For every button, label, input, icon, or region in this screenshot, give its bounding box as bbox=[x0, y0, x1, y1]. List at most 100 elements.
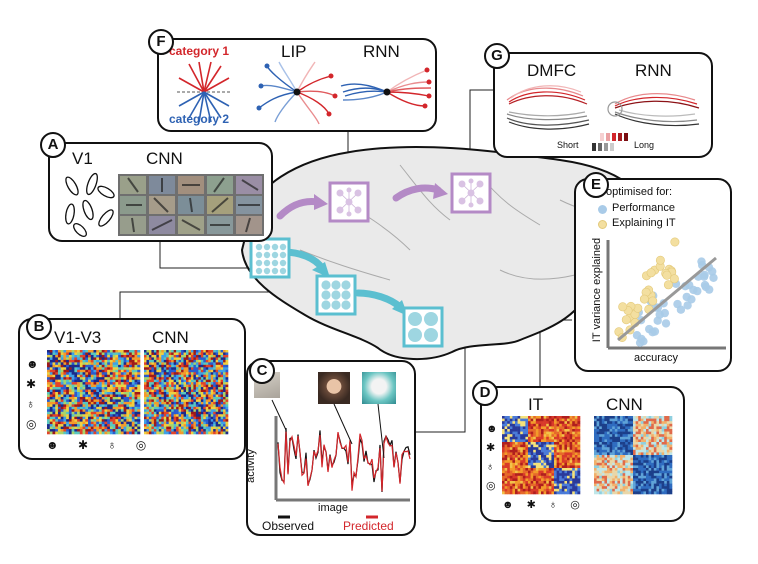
panel-D: IT CNN ☻ ✱ ♁ ◎ ☻ ✱ ♁ ◎ bbox=[480, 386, 685, 522]
face-icon: ☻ bbox=[46, 438, 59, 452]
teal-node-grid-2 bbox=[315, 274, 357, 316]
shoes-icon: ♁ bbox=[107, 438, 117, 452]
legend-explaining: Explaining IT bbox=[612, 217, 676, 229]
panel-B: V1-V3 CNN ☻ ✱ ♁ ◎ ☻ ✱ ♁ ◎ bbox=[18, 318, 246, 460]
teal-node-grid-3 bbox=[402, 306, 444, 348]
badge-G: G bbox=[484, 43, 510, 69]
stimulus-image-face bbox=[318, 372, 350, 404]
lip-trajectories bbox=[256, 61, 338, 125]
stimulus-image-dog bbox=[362, 372, 396, 404]
performance-point bbox=[709, 273, 718, 282]
explaining-it-point bbox=[648, 296, 658, 306]
rnn-trajectories bbox=[340, 67, 432, 109]
long-label: Long bbox=[634, 140, 655, 150]
connector-B bbox=[119, 291, 330, 322]
performance-point bbox=[637, 334, 646, 344]
connector-A bbox=[159, 240, 250, 269]
performance-point bbox=[650, 327, 660, 336]
cnn-title-b: CNN bbox=[152, 328, 189, 347]
teal-node-grid-1 bbox=[249, 237, 291, 279]
cnn-title-a: CNN bbox=[146, 149, 183, 168]
v1-title: V1 bbox=[72, 149, 93, 168]
panel-C: activity image Observed Predicted bbox=[245, 360, 416, 536]
shoes-icon: ♁ bbox=[548, 499, 558, 511]
legend-performance: Performance bbox=[612, 202, 675, 214]
explaining-it-point bbox=[639, 294, 649, 304]
rdm-v1-v3 bbox=[47, 350, 141, 435]
plant-icon: ✱ bbox=[526, 499, 536, 511]
legend-dot-explaining bbox=[598, 220, 607, 229]
performance-point bbox=[689, 285, 698, 295]
badge-F: F bbox=[148, 29, 174, 55]
image-label: image bbox=[318, 502, 348, 514]
explaining-it-point bbox=[655, 255, 665, 265]
shoes-icon: ♁ bbox=[26, 397, 35, 411]
it-title: IT bbox=[528, 395, 544, 414]
badge-E: E bbox=[583, 172, 609, 198]
rnn-title: RNN bbox=[363, 42, 400, 61]
badge-A: A bbox=[40, 132, 66, 158]
dmfc-title: DMFC bbox=[527, 61, 577, 80]
panel-F: category 1 category 2 LIP RNN bbox=[157, 38, 437, 132]
face-icon: ☻ bbox=[486, 423, 498, 435]
rdm-cnn-b bbox=[144, 350, 229, 435]
rdm-cnn-d bbox=[594, 416, 673, 495]
face-icon: ☻ bbox=[26, 357, 39, 371]
panel-G: DMFC RNN Short Long bbox=[493, 52, 713, 158]
legend-dot-performance bbox=[598, 205, 607, 214]
short-label: Short bbox=[557, 140, 579, 150]
panel-E: optimised for: Performance Explaining IT… bbox=[574, 178, 732, 372]
icon-column-b: ☻ ✱ ♁ ◎ bbox=[26, 354, 39, 434]
legend-predicted: Predicted bbox=[343, 519, 394, 533]
plant-icon: ✱ bbox=[77, 438, 89, 452]
performance-point bbox=[700, 270, 709, 280]
interval-color-key bbox=[592, 133, 630, 153]
performance-point bbox=[683, 301, 692, 310]
lip-title: LIP bbox=[281, 42, 307, 61]
ball-icon: ◎ bbox=[486, 480, 496, 492]
explaining-it-point bbox=[662, 270, 672, 280]
x-axis-label: accuracy bbox=[634, 352, 679, 364]
legend-title: optimised for: bbox=[606, 186, 673, 198]
performance-point bbox=[701, 282, 710, 292]
purple-recurrent-node-2 bbox=[450, 172, 492, 214]
rnn-title-g: RNN bbox=[635, 61, 672, 80]
rnn-trajectories-g bbox=[607, 93, 700, 127]
panel-A: V1 CNN bbox=[48, 142, 273, 242]
activity-trace bbox=[271, 399, 411, 519]
shoes-icon: ♁ bbox=[486, 461, 495, 473]
ball-icon: ◎ bbox=[26, 417, 37, 431]
plant-icon: ✱ bbox=[486, 442, 496, 454]
performance-point bbox=[661, 319, 671, 328]
explaining-it-point bbox=[663, 280, 673, 290]
dmfc-trajectories bbox=[506, 85, 590, 130]
rdm-it bbox=[502, 416, 581, 495]
legend-observed: Observed bbox=[262, 519, 315, 533]
performance-point bbox=[676, 305, 686, 314]
ball-icon: ◎ bbox=[135, 438, 147, 452]
category-1-label: category 1 bbox=[169, 44, 230, 58]
explaining-it-point bbox=[669, 274, 679, 284]
gabor-receptive-fields bbox=[65, 172, 115, 237]
face-icon: ☻ bbox=[502, 499, 514, 511]
explaining-it-point bbox=[646, 268, 656, 278]
badge-B: B bbox=[26, 314, 52, 340]
cnn-title-d: CNN bbox=[606, 395, 643, 414]
icon-row-d: ☻ ✱ ♁ ◎ bbox=[502, 498, 580, 511]
icon-column-d: ☻ ✱ ♁ ◎ bbox=[486, 420, 498, 496]
purple-recurrent-node-1 bbox=[328, 181, 370, 223]
connector-C bbox=[415, 340, 466, 433]
scatter-plot bbox=[606, 237, 726, 350]
explaining-it-point bbox=[618, 302, 628, 312]
icon-row-b: ☻ ✱ ♁ ◎ bbox=[46, 438, 146, 452]
ball-icon: ◎ bbox=[570, 499, 580, 511]
explaining-it-point bbox=[670, 237, 680, 247]
badge-C: C bbox=[249, 358, 275, 384]
v1-v3-title: V1-V3 bbox=[54, 328, 102, 347]
cnn-filter-grid bbox=[118, 174, 264, 236]
plant-icon: ✱ bbox=[26, 377, 37, 391]
performance-point bbox=[660, 308, 669, 318]
explaining-it-point bbox=[621, 315, 631, 325]
performance-point bbox=[708, 267, 717, 276]
